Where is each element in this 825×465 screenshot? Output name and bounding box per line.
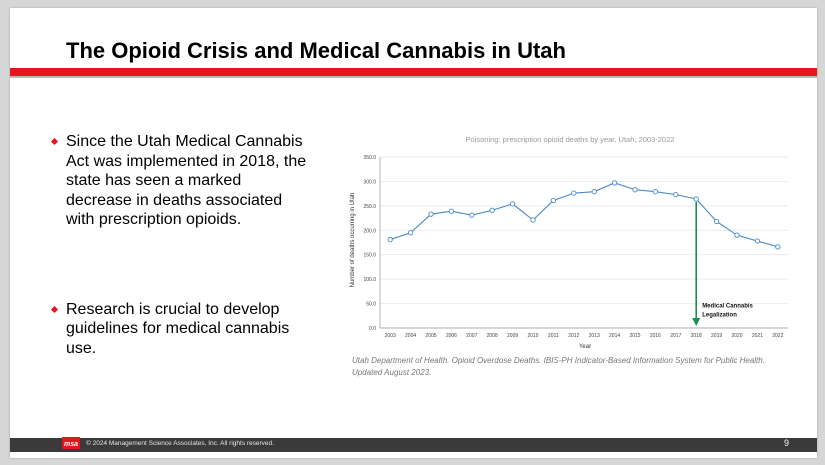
x-tick-label: 2022: [772, 333, 783, 339]
x-tick-label: 2005: [425, 333, 436, 339]
source-caption: Utah Department of Health. Opioid Overdo…: [352, 356, 765, 377]
chart-y-axis-label: Number of deaths occurring in Utah: [350, 193, 356, 288]
data-point: [754, 238, 761, 244]
bullet-item: Since the Utah Medical Cannabis Act was …: [50, 132, 310, 230]
data-point: [775, 244, 781, 250]
x-tick-label: 2013: [589, 333, 600, 339]
data-point: [734, 232, 740, 238]
data-point: [632, 187, 638, 193]
copyright-text: © 2024 Management Science Associates, In…: [86, 440, 274, 447]
data-point: [571, 190, 577, 196]
data-point: [652, 189, 659, 195]
bullet-diamond-icon: [50, 137, 59, 146]
chart-x-axis-label: Year: [579, 344, 591, 350]
y-tick-label: 250.0: [363, 204, 376, 210]
data-point: [673, 191, 679, 198]
bullet-text: Research is crucial to develop guideline…: [66, 300, 290, 357]
x-tick-label: 2015: [629, 333, 640, 339]
data-point: [550, 197, 557, 204]
y-tick-label: 300.0: [363, 179, 376, 185]
x-tick-label: 2012: [568, 333, 579, 339]
x-tick-label: 2016: [650, 333, 661, 339]
logo-text: msa: [64, 441, 78, 448]
x-tick-label: 2021: [752, 333, 763, 339]
slide-title: The Opioid Crisis and Medical Cannabis i…: [66, 38, 566, 63]
x-tick-label: 2009: [507, 333, 518, 339]
y-tick-label: 150.0: [363, 253, 376, 259]
x-tick-label: 2004: [405, 333, 416, 339]
data-point: [611, 180, 618, 186]
bullet-item: Research is crucial to develop guideline…: [50, 300, 310, 359]
arrow-head-icon: [692, 318, 701, 326]
bullet-list: Since the Utah Medical Cannabis Act was …: [50, 132, 310, 358]
msa-logo-icon: msa: [62, 437, 80, 449]
x-tick-label: 2017: [670, 333, 681, 339]
x-tick-label: 2003: [385, 333, 396, 339]
annotation-label: Medical Cannabis: [702, 303, 753, 309]
x-tick-label: 2011: [548, 333, 559, 339]
x-tick-label: 2018: [691, 333, 702, 339]
y-tick-label: 200.0: [363, 228, 376, 234]
data-point: [469, 212, 475, 218]
data-point: [407, 230, 414, 236]
x-tick-label: 2008: [487, 333, 498, 339]
bullet-diamond-icon: [50, 305, 59, 313]
chart-title: Poisoning: prescription opioid deaths by…: [466, 135, 675, 144]
data-point: [448, 208, 455, 214]
y-tick-label: 0.0: [369, 326, 376, 332]
series-line: [390, 182, 778, 248]
x-tick-label: 2010: [527, 333, 538, 339]
y-tick-label: 350.0: [363, 155, 376, 161]
data-point: [591, 189, 597, 195]
x-tick-label: 2014: [609, 333, 620, 339]
title-divider: [10, 76, 817, 78]
x-tick-label: 2020: [731, 333, 742, 339]
footer-bar: © 2024 Management Science Associates, In…: [10, 438, 817, 452]
bullet-text: Since the Utah Medical Cannabis Act was …: [66, 133, 307, 228]
data-point: [509, 201, 516, 207]
page-number: 9: [783, 438, 789, 448]
data-point: [530, 217, 536, 223]
data-point: [387, 236, 393, 243]
y-tick-label: 100.0: [363, 277, 376, 283]
x-tick-label: 2019: [711, 333, 722, 339]
x-tick-label: 2007: [466, 333, 477, 339]
opioid-deaths-line-chart: Poisoning: prescription opioid deaths by…: [350, 135, 788, 350]
title-accent-bar: [10, 68, 817, 76]
data-point: [428, 211, 434, 217]
data-point: [713, 218, 720, 225]
y-tick-label: 50.0: [366, 302, 376, 308]
x-tick-label: 2006: [446, 333, 457, 339]
data-point: [489, 207, 495, 213]
slide: The Opioid Crisis and Medical Cannabis i…: [10, 8, 817, 458]
annotation-label: Legalization: [702, 312, 737, 318]
data-point: [693, 196, 699, 202]
